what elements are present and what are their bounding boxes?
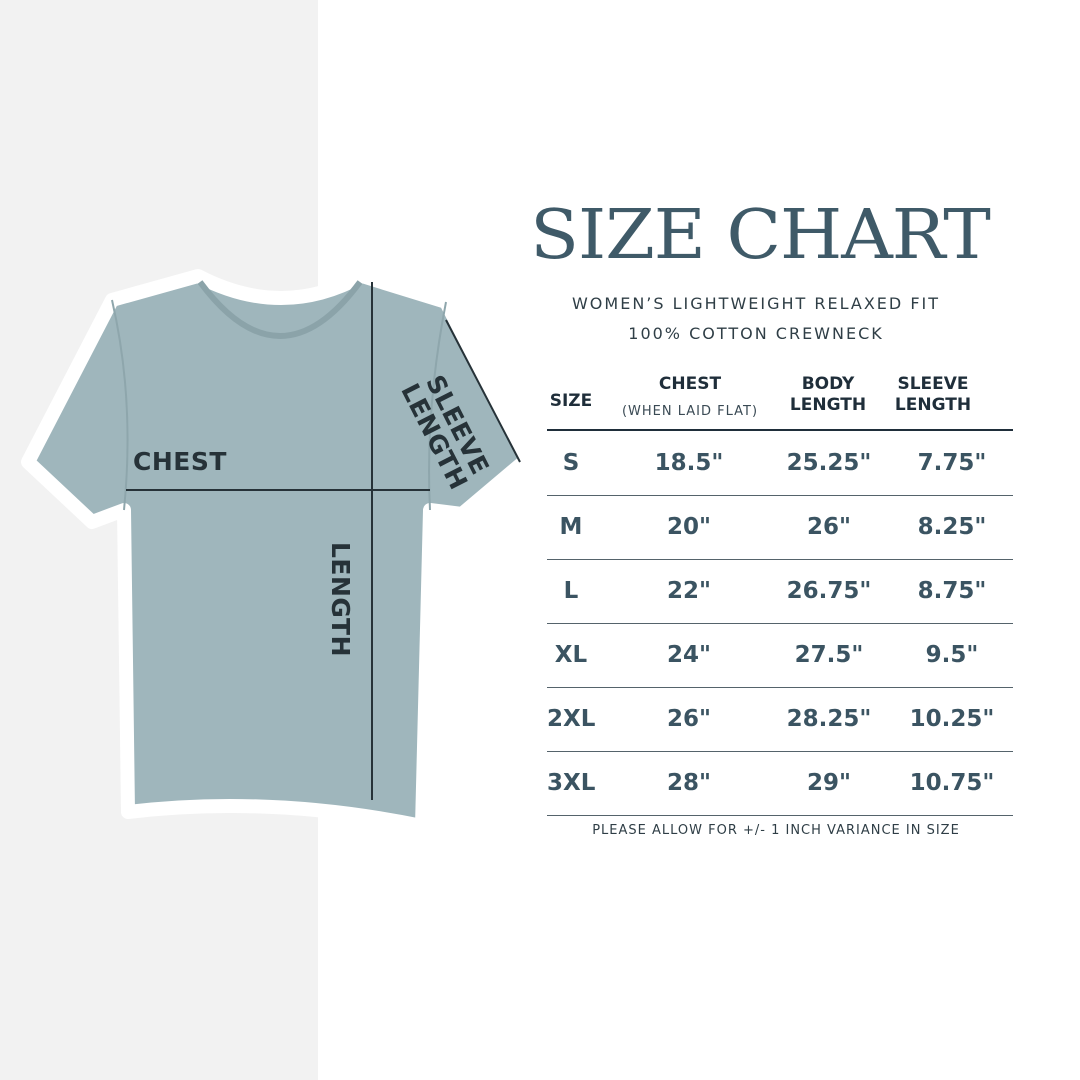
cell-size: M	[559, 514, 583, 540]
table-row: XL 24" 27.5" 9.5"	[547, 623, 1013, 688]
cell-size: 3XL	[547, 770, 596, 796]
cell-body: 26.75"	[786, 578, 872, 604]
cell-sleeve: 7.75"	[917, 450, 987, 476]
cell-body: 26"	[807, 514, 851, 540]
variance-note: PLEASE ALLOW FOR +/- 1 INCH VARIANCE IN …	[592, 823, 960, 838]
cell-body: 28.25"	[786, 706, 872, 732]
table-row: 2XL 26" 28.25" 10.25"	[547, 687, 1013, 752]
cell-size: XL	[554, 642, 588, 668]
header-size: SIZE	[549, 391, 593, 411]
cell-sleeve: 10.25"	[909, 706, 995, 732]
cell-chest: 26"	[667, 706, 711, 732]
cell-body: 25.25"	[786, 450, 872, 476]
cell-sleeve: 10.75"	[909, 770, 995, 796]
cell-body: 27.5"	[794, 642, 864, 668]
table-row: L 22" 26.75" 8.75"	[547, 559, 1013, 624]
cell-sleeve: 8.75"	[917, 578, 987, 604]
tshirt-illustration	[21, 269, 533, 833]
table-row: S 18.5" 25.25" 7.75"	[547, 431, 1013, 496]
sleeve-line	[445, 319, 521, 463]
cell-sleeve: 9.5"	[925, 642, 979, 668]
table-row: 3XL 28" 29" 10.75"	[547, 751, 1013, 816]
cell-body: 29"	[807, 770, 851, 796]
cell-chest: 28"	[667, 770, 711, 796]
chest-label: CHEST	[133, 447, 227, 476]
subtitle-line-2: 100% COTTON CREWNECK	[628, 324, 884, 343]
cell-chest: 20"	[667, 514, 711, 540]
subtitle-line-1: WOMEN’S LIGHTWEIGHT RELAXED FIT	[571, 294, 941, 313]
cell-chest: 22"	[667, 578, 711, 604]
header-sleeve-length: SLEEVE LENGTH	[894, 374, 972, 415]
table-row: M 20" 26" 8.25"	[547, 495, 1013, 560]
cell-sleeve: 8.25"	[917, 514, 987, 540]
cell-size: L	[563, 578, 579, 604]
cell-size: 2XL	[547, 706, 596, 732]
header-body-length: BODY LENGTH	[789, 374, 867, 415]
header-divider	[547, 429, 1013, 431]
cell-chest: 18.5"	[654, 450, 724, 476]
cell-size: S	[562, 450, 580, 476]
header-chest: CHEST (WHEN LAID FLAT)	[621, 374, 759, 419]
length-label: LENGTH	[326, 542, 355, 657]
page-title: SIZE CHART	[530, 196, 991, 275]
cell-chest: 24"	[667, 642, 711, 668]
